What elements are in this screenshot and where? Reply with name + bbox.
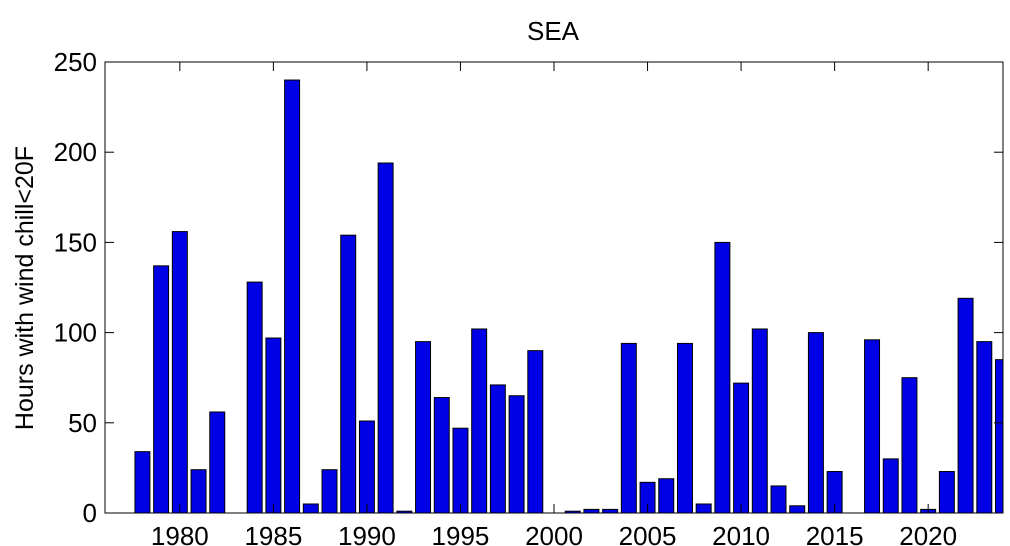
bar-2008 <box>695 503 712 514</box>
y-axis-label: Hours with wind chill<20F <box>11 146 39 430</box>
bar-2009 <box>714 241 731 514</box>
bar-1991 <box>377 162 394 514</box>
x-tick-label: 1995 <box>432 521 490 546</box>
bar-1990 <box>358 420 375 514</box>
chart-title: SEA <box>527 16 580 46</box>
bar-2017 <box>864 339 881 514</box>
bar-1999 <box>527 350 544 514</box>
bar-2002 <box>583 508 600 514</box>
bars-group <box>134 79 1004 514</box>
bar-2006 <box>658 478 675 514</box>
bar-2004 <box>620 342 637 514</box>
bar-2010 <box>733 382 750 514</box>
y-tick-label: 200 <box>54 137 97 167</box>
bar-2019 <box>901 377 918 514</box>
bar-2003 <box>602 508 619 514</box>
y-tick-label: 250 <box>54 47 97 77</box>
bar-1981 <box>190 469 207 514</box>
bar-2022 <box>957 297 974 514</box>
bar-1986 <box>284 79 301 514</box>
bar-1994 <box>433 397 450 514</box>
bar-1995 <box>452 427 469 514</box>
y-tick-label: 0 <box>83 498 97 528</box>
bar-1979 <box>153 265 170 514</box>
bar-1985 <box>265 337 282 514</box>
bar-1980 <box>171 231 188 514</box>
bar-1997 <box>489 384 506 514</box>
bar-1988 <box>321 469 338 514</box>
bar-1984 <box>246 281 263 514</box>
bar-1982 <box>209 411 226 514</box>
x-tick-label: 2005 <box>619 521 677 546</box>
y-tick-label: 150 <box>54 227 97 257</box>
bar-2018 <box>882 458 899 514</box>
bar-2007 <box>676 342 693 514</box>
y-tick-label: 50 <box>68 408 97 438</box>
y-tick-label: 100 <box>54 318 97 348</box>
bar-2012 <box>770 485 787 514</box>
bar-1978 <box>134 451 151 514</box>
x-tick-label: 2015 <box>806 521 864 546</box>
bar-1989 <box>340 234 357 514</box>
bar-1996 <box>471 328 488 514</box>
axes-group: 0 50 100 150 200 250 1980 1985 1990 1995 2000 2005 2… <box>54 47 1004 546</box>
bar-1987 <box>302 503 319 514</box>
x-tick-label: 1980 <box>151 521 209 546</box>
bar-2014 <box>807 332 824 514</box>
bar-1993 <box>415 341 432 514</box>
x-tick-label: 1990 <box>338 521 396 546</box>
x-tick-label: 2020 <box>899 521 957 546</box>
bar-2023 <box>976 341 993 514</box>
bar-2013 <box>789 505 806 514</box>
bar-1998 <box>508 395 525 514</box>
x-tick-label: 1985 <box>244 521 302 546</box>
x-tick-label: 2010 <box>712 521 770 546</box>
bar-2011 <box>751 328 768 514</box>
x-tick-label: 2000 <box>525 521 583 546</box>
bar-2021 <box>938 471 955 514</box>
bar-2024 <box>995 359 1004 514</box>
